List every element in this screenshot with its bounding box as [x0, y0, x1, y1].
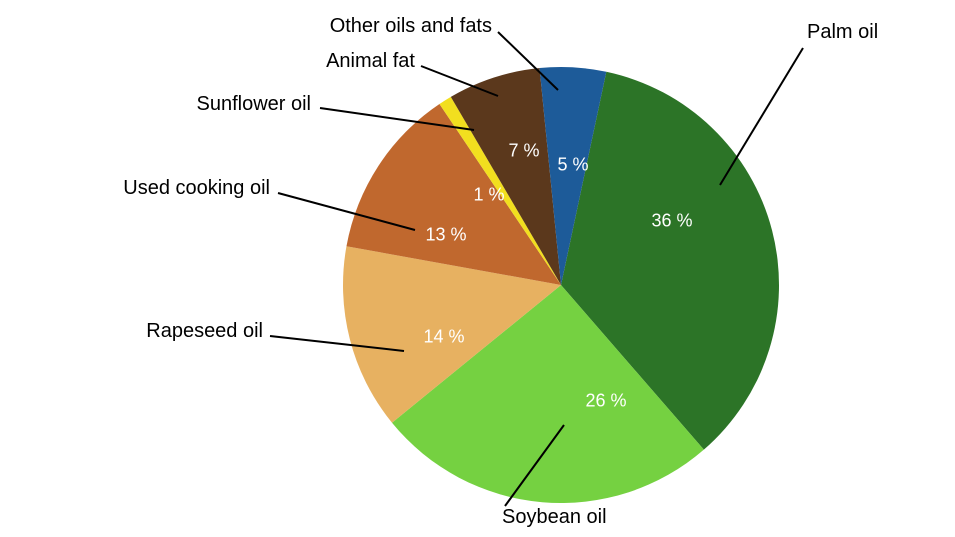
pct-animalfat: 7 % — [508, 141, 539, 162]
label-sunflower: Sunflower oil — [196, 93, 311, 116]
label-rapeseed: Rapeseed oil — [146, 320, 263, 343]
label-otheroils: Other oils and fats — [330, 15, 492, 38]
label-animalfat: Animal fat — [326, 50, 415, 73]
pct-soybean: 26 % — [585, 391, 626, 412]
pct-otheroils: 5 % — [557, 155, 588, 176]
label-palm: Palm oil — [807, 21, 878, 44]
pie-slices — [343, 67, 779, 503]
pct-palm: 36 % — [651, 211, 692, 232]
pct-rapeseed: 14 % — [423, 327, 464, 348]
label-usedcooking: Used cooking oil — [123, 177, 270, 200]
pct-usedcooking: 13 % — [425, 225, 466, 246]
pie-svg — [0, 0, 955, 537]
leader-palm — [720, 48, 803, 185]
pct-sunflower: 1 % — [473, 185, 504, 206]
pie-chart: Palm oil 36 % Soybean oil 26 % Rapeseed oil 1… — [0, 0, 955, 537]
label-soybean: Soybean oil — [502, 506, 607, 529]
